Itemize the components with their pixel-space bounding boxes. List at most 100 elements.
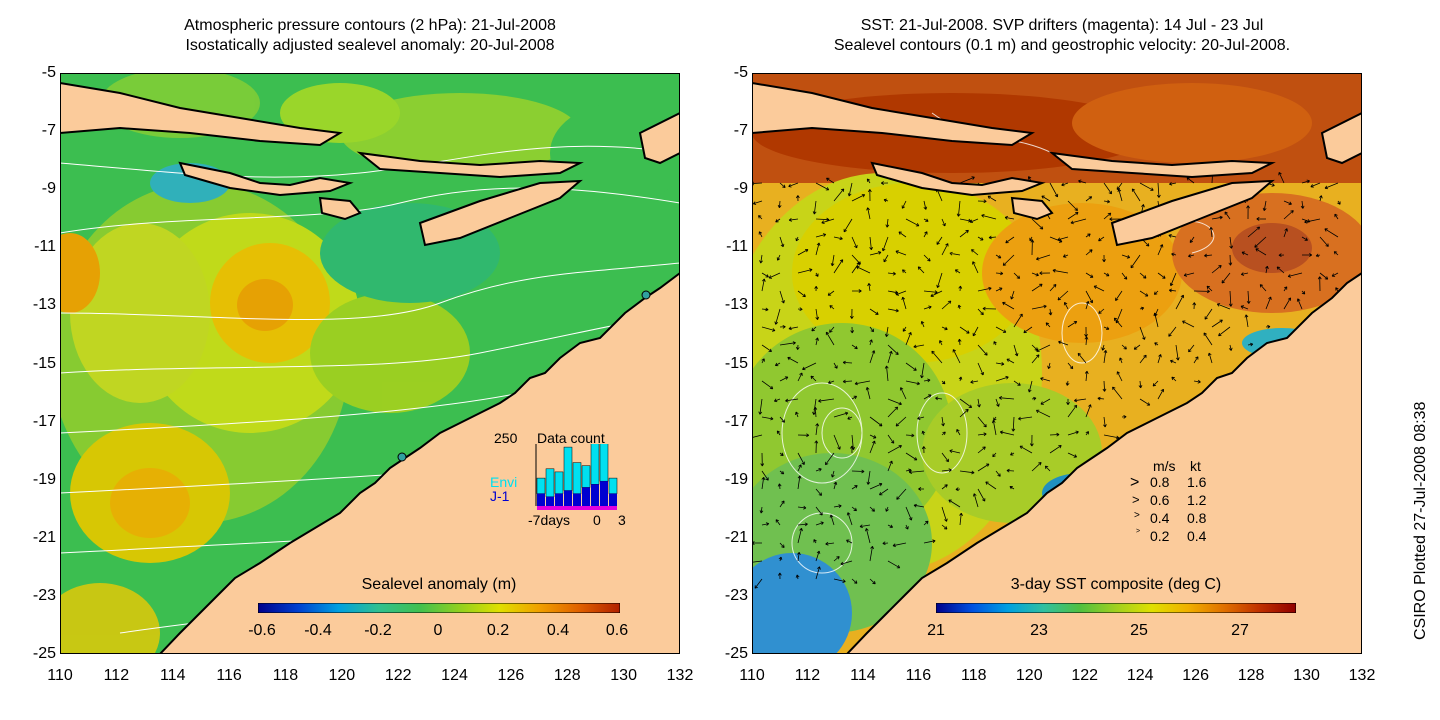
velocity-arrow	[887, 560, 901, 569]
velocity-arrow	[850, 326, 855, 334]
velocity-arrow	[957, 304, 962, 310]
velocity-arrow	[930, 290, 943, 297]
left-australia-land	[158, 271, 680, 654]
velocity-arrow	[1175, 294, 1184, 310]
velocity-arrow	[988, 235, 997, 240]
velocity-arrow	[788, 217, 799, 222]
colorbar-tick-label: 0.2	[486, 622, 510, 639]
velocity-arrow	[797, 372, 803, 382]
velocity-arrow	[902, 326, 907, 332]
velocity-arrow	[869, 434, 877, 439]
velocity-arrow	[1211, 215, 1223, 220]
lat-tick-label: -19	[32, 470, 56, 488]
velocity-arrow	[851, 395, 858, 400]
velocity-legend-kt: 0.8	[1187, 510, 1207, 526]
velocity-arrow	[887, 434, 895, 444]
lon-tick-label: 116	[905, 667, 932, 684]
velocity-arrow	[959, 408, 969, 418]
velocity-arrow	[869, 339, 873, 346]
histogram-bar-j1	[591, 484, 599, 506]
lat-tick-label: -25	[32, 645, 56, 662]
velocity-arrow	[887, 406, 899, 418]
velocity-arrow	[905, 468, 912, 473]
velocity-arrow	[1013, 344, 1019, 357]
histogram-bar-j1	[555, 493, 563, 506]
right-map-frame	[752, 73, 1362, 654]
velocity-arrow	[1030, 239, 1035, 256]
velocity-arrow	[941, 326, 948, 331]
velocity-arrow	[1153, 290, 1159, 295]
histogram-bar-j1	[573, 493, 581, 506]
velocity-arrow	[1211, 319, 1223, 328]
velocity-arrow	[923, 520, 929, 526]
velocity-arrow	[1121, 254, 1131, 259]
velocity-arrow	[1013, 313, 1023, 328]
velocity-arrow	[1085, 290, 1093, 304]
colorbar-tick-label: -0.4	[304, 622, 332, 639]
velocity-arrow	[846, 512, 853, 526]
velocity-arrow	[1183, 272, 1195, 277]
velocity-arrow	[941, 506, 948, 522]
velocity-arrow	[1117, 188, 1123, 202]
velocity-arrow	[1168, 234, 1177, 238]
velocity-arrow	[779, 542, 785, 548]
velocity-arrow	[1063, 301, 1069, 310]
velocity-arrow	[851, 194, 866, 202]
velocity-arrow	[760, 452, 765, 467]
velocity-arrow	[887, 445, 902, 454]
velocity-arrow	[1168, 326, 1177, 337]
velocity-arrow	[1113, 317, 1123, 328]
velocity-arrow	[1085, 404, 1092, 418]
velocity-arrow	[1048, 308, 1053, 316]
velocity-arrow	[830, 254, 835, 267]
velocity-arrow	[1169, 359, 1177, 364]
velocity-arrow	[881, 236, 889, 252]
velocity-arrow	[795, 411, 799, 418]
colorbar-tick-label: -0.2	[364, 622, 392, 639]
data-count-xlabel-end: 3	[618, 512, 626, 528]
lat-tick-label: -9	[41, 180, 56, 198]
velocity-arrow	[898, 231, 907, 238]
velocity-arrow	[977, 286, 992, 292]
velocity-arrow	[1209, 226, 1214, 238]
lat-tick-label: -15	[724, 354, 748, 372]
velocity-arrow	[1031, 354, 1040, 364]
velocity-arrow	[776, 254, 781, 261]
histogram-bar-j1	[600, 481, 608, 506]
velocity-arrow	[869, 545, 874, 562]
velocity-arrow	[1207, 352, 1213, 364]
lon-tick-label: 110	[47, 667, 73, 684]
velocity-arrow	[1085, 249, 1093, 256]
velocity-arrow	[1262, 200, 1267, 211]
velocity-arrow	[992, 452, 997, 458]
velocity-arrow	[869, 236, 873, 251]
left-title-line2: Isostatically adjusted sealevel anomaly:…	[185, 37, 555, 54]
velocity-arrow	[977, 308, 984, 316]
velocity-arrow	[1319, 272, 1329, 280]
velocity-arrow	[954, 269, 961, 274]
velocity-arrow	[797, 527, 803, 544]
velocity-arrow	[1300, 200, 1305, 209]
velocity-arrow	[887, 524, 894, 528]
velocity-arrow	[977, 362, 984, 376]
velocity-arrow	[1228, 344, 1233, 351]
velocity-arrow	[1097, 396, 1105, 401]
velocity-arrow	[1084, 326, 1088, 338]
lat-tick-label: -7	[41, 122, 56, 140]
velocity-arrow	[1283, 200, 1292, 206]
velocity-arrow	[1040, 398, 1051, 405]
right-colorbar	[936, 603, 1296, 613]
velocity-arrow	[959, 398, 973, 408]
velocity-arrow	[759, 506, 764, 514]
velocity-arrow	[1103, 199, 1111, 204]
velocity-arrow	[802, 362, 817, 371]
velocity-arrow	[847, 182, 853, 197]
velocity-arrow	[846, 539, 853, 544]
lon-tick-label: 126	[1182, 667, 1209, 684]
velocity-arrow	[1049, 445, 1062, 454]
velocity-arrow	[869, 416, 883, 427]
velocity-arrow	[811, 326, 817, 332]
velocity-arrow	[905, 506, 913, 521]
velocity-arrow	[785, 398, 799, 403]
velocity-arrow	[1276, 266, 1285, 274]
